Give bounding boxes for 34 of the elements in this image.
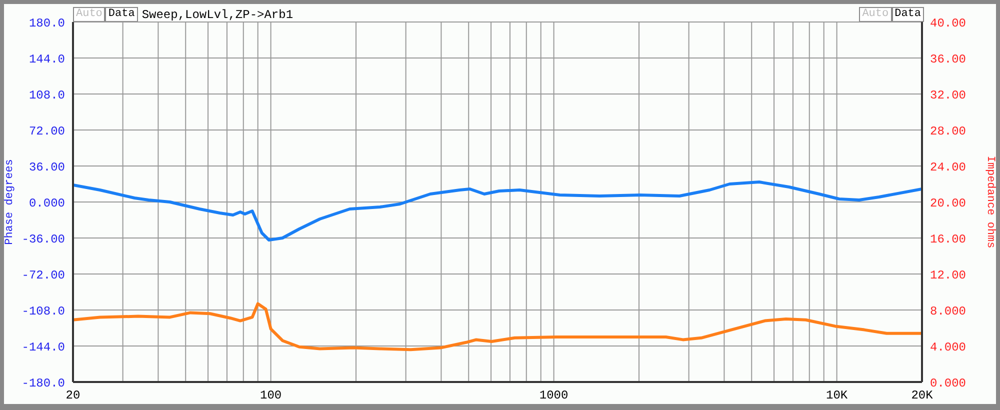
y2-tick-label: 4.000 (930, 340, 966, 354)
toggle-button: Data (892, 7, 924, 22)
y2-tick-label: 32.00 (930, 88, 966, 102)
y2-tick-label: 24.00 (930, 160, 966, 174)
y2-axis-title: Impedance ohms (984, 156, 996, 248)
y2-tick-label: 16.00 (930, 232, 966, 246)
y2-tick-label: 0.000 (930, 376, 966, 390)
y-tick-label: -108.0 (22, 304, 65, 318)
x-tick-label: 100 (260, 388, 282, 403)
chart-title: Sweep,LowLvl,ZP->Arb1 (142, 8, 294, 22)
y2-tick-label: 8.000 (930, 304, 966, 318)
y2-tick-label: 20.00 (930, 196, 966, 210)
toggle-button: Data (105, 7, 138, 22)
y-tick-label: -180.0 (22, 376, 65, 390)
y-tick-label: 0.000 (28, 196, 65, 210)
y-tick-label: -72.00 (22, 268, 65, 282)
toggle-button: Auto (859, 7, 892, 22)
y-tick-label: -36.00 (22, 232, 65, 246)
y2-tick-label: 36.00 (930, 52, 966, 66)
y-axis-title: Phase degrees (4, 159, 16, 245)
y2-tick-label: 28.00 (930, 124, 966, 138)
x-tick-label: 20 (66, 388, 80, 403)
x-tick-label: 1000 (539, 388, 568, 403)
toggle-button: Auto (73, 7, 106, 22)
y-tick-label: -144.0 (22, 340, 65, 354)
x-tick-label: 20K (911, 388, 934, 403)
y-tick-label: 108.0 (28, 88, 65, 102)
x-tick-label: 10K (826, 388, 848, 403)
y-tick-label: 72.00 (28, 124, 65, 138)
y-tick-label: 144.0 (28, 52, 65, 66)
y2-tick-label: 12.00 (930, 268, 966, 282)
y-tick-label: 180.0 (28, 16, 65, 30)
y2-tick-label: 40.00 (930, 16, 966, 30)
y-tick-label: 36.00 (28, 160, 65, 174)
